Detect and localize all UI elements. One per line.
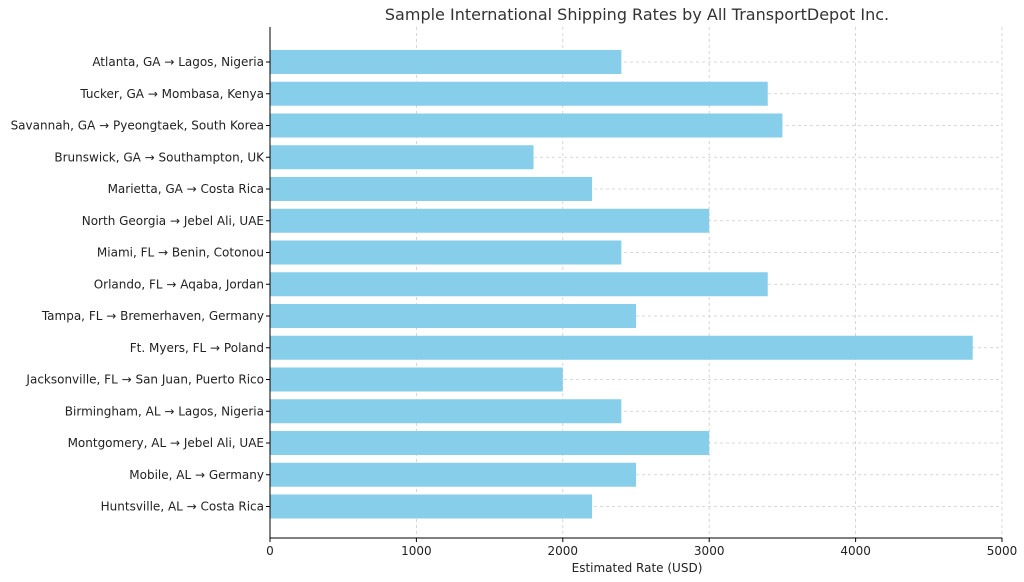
x-tick-label: 2000 (548, 544, 579, 558)
bar (270, 145, 534, 170)
category-label: Marietta, GA → Costa Rica (108, 182, 264, 196)
category-label: Huntsville, AL → Costa Rica (101, 500, 264, 514)
category-label: Miami, FL → Benin, Cotonou (97, 246, 264, 260)
x-tick-label: 3000 (694, 544, 725, 558)
x-axis-label: Estimated Rate (USD) (572, 561, 703, 575)
bar (270, 177, 593, 201)
category-label: Brunswick, GA → Southampton, UK (54, 150, 265, 164)
bar (270, 50, 622, 74)
category-labels: Atlanta, GA → Lagos, Nigeria Tucker, GA →… (11, 55, 270, 514)
chart-title: Sample International Shipping Rates by A… (385, 5, 889, 24)
category-label: Birmingham, AL → Lagos, Nigeria (65, 404, 264, 418)
x-tick-label: 1000 (401, 544, 432, 558)
x-tick-label: 4000 (840, 544, 871, 558)
category-label: Jacksonville, FL → San Juan, Puerto Rico (25, 373, 264, 387)
category-label: Tampa, FL → Bremerhaven, Germany (41, 309, 264, 323)
bar (270, 240, 622, 265)
category-label: Mobile, AL → Germany (129, 468, 264, 482)
x-tick-label: 0 (266, 544, 274, 558)
bar (270, 494, 593, 519)
bar (270, 462, 636, 487)
category-label: Atlanta, GA → Lagos, Nigeria (92, 55, 264, 69)
bar (270, 272, 768, 297)
x-tick-label: 5000 (987, 544, 1018, 558)
bar (270, 208, 710, 233)
category-label: Montgomery, AL → Jebel Ali, UAE (68, 436, 264, 450)
category-label: Orlando, FL → Aqaba, Jordan (94, 277, 264, 291)
category-label: Tucker, GA → Mombasa, Kenya (79, 87, 264, 101)
bar (270, 81, 768, 106)
category-label: North Georgia → Jebel Ali, UAE (82, 214, 264, 228)
bar (270, 399, 622, 424)
bar (270, 335, 973, 360)
bar (270, 431, 710, 455)
bar (270, 113, 783, 138)
bar (270, 367, 563, 392)
category-label: Ft. Myers, FL → Poland (130, 341, 264, 355)
bar (270, 304, 636, 328)
category-label: Savannah, GA → Pyeongtaek, South Korea (11, 119, 264, 133)
x-tick-labels: 0 1000 2000 3000 4000 5000 (266, 538, 1017, 558)
bars (270, 50, 973, 519)
